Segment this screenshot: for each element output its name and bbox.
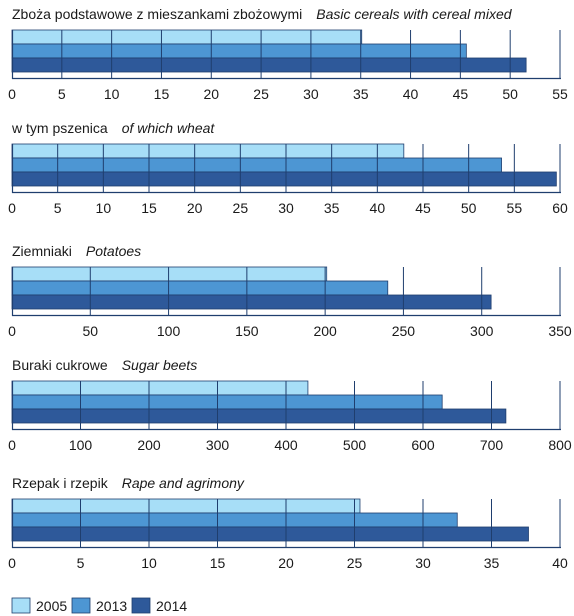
panel-subtitle: Basic cereals with cereal mixed bbox=[316, 6, 513, 22]
panel-title: Rzepak i rzepik bbox=[12, 475, 109, 491]
legend-swatch bbox=[71, 597, 91, 614]
tick-label: 800 bbox=[548, 437, 572, 453]
tick-label: 100 bbox=[157, 323, 181, 339]
legend: 2005 2013 2014 bbox=[11, 597, 187, 614]
tick-label: 200 bbox=[137, 437, 161, 453]
tick-label: 200 bbox=[313, 323, 337, 339]
tick-label: 100 bbox=[69, 437, 93, 453]
bar bbox=[11, 512, 458, 528]
tick-label: 55 bbox=[552, 86, 568, 102]
tick-label: 40 bbox=[370, 200, 386, 216]
bar bbox=[11, 498, 361, 514]
tick-label: 10 bbox=[96, 200, 112, 216]
tick-label: 45 bbox=[415, 200, 431, 216]
panel-title: Buraki cukrowe bbox=[12, 357, 108, 373]
legend-label: 2005 bbox=[36, 598, 67, 614]
tick-label: 5 bbox=[58, 86, 66, 102]
tick-label: 400 bbox=[274, 437, 298, 453]
tick-label: 500 bbox=[343, 437, 367, 453]
tick-label: 35 bbox=[324, 200, 340, 216]
bar bbox=[11, 29, 363, 45]
bar bbox=[11, 143, 405, 159]
tick-label: 0 bbox=[8, 437, 16, 453]
tick-label: 700 bbox=[480, 437, 504, 453]
bar bbox=[11, 380, 309, 396]
bar bbox=[11, 294, 492, 310]
tick-label: 30 bbox=[303, 86, 319, 102]
tick-label: 50 bbox=[461, 200, 477, 216]
bar bbox=[11, 43, 467, 59]
tick-label: 5 bbox=[54, 200, 62, 216]
bar bbox=[11, 57, 527, 73]
tick-label: 15 bbox=[154, 86, 170, 102]
tick-label: 5 bbox=[77, 555, 85, 571]
tick-label: 20 bbox=[203, 86, 219, 102]
bar bbox=[11, 171, 557, 187]
bar bbox=[11, 157, 502, 173]
tick-label: 15 bbox=[210, 555, 226, 571]
panel-title: Ziemniaki bbox=[12, 243, 72, 259]
tick-label: 20 bbox=[187, 200, 203, 216]
tick-label: 25 bbox=[253, 86, 269, 102]
tick-label: 250 bbox=[392, 323, 416, 339]
legend-swatch bbox=[131, 597, 151, 614]
tick-label: 20 bbox=[278, 555, 294, 571]
tick-label: 0 bbox=[8, 555, 16, 571]
chart-panel: w tym pszenica of which wheat 0 5 10 15 20 25 30… bbox=[8, 120, 568, 216]
tick-label: 600 bbox=[411, 437, 435, 453]
tick-label: 60 bbox=[552, 200, 568, 216]
tick-label: 35 bbox=[353, 86, 369, 102]
tick-label: 30 bbox=[278, 200, 294, 216]
tick-label: 350 bbox=[548, 323, 572, 339]
tick-label: 10 bbox=[141, 555, 157, 571]
tick-label: 0 bbox=[8, 86, 16, 102]
chart-panel: Rzepak i rzepik Rape and agrimony 0 5 10 15 20… bbox=[8, 475, 568, 571]
tick-label: 25 bbox=[347, 555, 363, 571]
tick-label: 40 bbox=[403, 86, 419, 102]
tick-label: 25 bbox=[233, 200, 249, 216]
tick-label: 50 bbox=[82, 323, 98, 339]
bar bbox=[11, 408, 507, 424]
tick-label: 45 bbox=[453, 86, 469, 102]
panel-subtitle: of which wheat bbox=[122, 120, 216, 136]
chart-panel: Zboża podstawowe z mieszankami zbożowymi… bbox=[8, 6, 568, 102]
tick-label: 55 bbox=[507, 200, 523, 216]
tick-label: 40 bbox=[552, 555, 568, 571]
tick-label: 15 bbox=[141, 200, 157, 216]
tick-label: 35 bbox=[484, 555, 500, 571]
tick-label: 0 bbox=[8, 323, 16, 339]
bar bbox=[11, 394, 443, 410]
panel-subtitle: Rape and agrimony bbox=[122, 475, 245, 491]
tick-label: 300 bbox=[470, 323, 494, 339]
tick-label: 10 bbox=[104, 86, 120, 102]
legend-label: 2013 bbox=[96, 598, 127, 614]
panel-title: w tym pszenica bbox=[11, 120, 108, 136]
panel-subtitle: Potatoes bbox=[86, 243, 141, 259]
legend-swatch bbox=[11, 597, 31, 614]
tick-label: 150 bbox=[235, 323, 259, 339]
bar bbox=[11, 526, 529, 542]
chart-panel: Buraki cukrowe Sugar beets 0 100 200 300 400 50… bbox=[8, 357, 572, 453]
panel-title: Zboża podstawowe z mieszankami zbożowymi bbox=[12, 6, 302, 22]
tick-label: 0 bbox=[8, 200, 16, 216]
tick-label: 30 bbox=[415, 555, 431, 571]
bar bbox=[11, 280, 389, 296]
bar bbox=[11, 266, 328, 282]
panel-subtitle: Sugar beets bbox=[122, 357, 198, 373]
legend-label: 2014 bbox=[156, 598, 187, 614]
chart-panel: Ziemniaki Potatoes 0 50 100 150 200 250 300 350 bbox=[8, 243, 572, 339]
tick-label: 300 bbox=[206, 437, 230, 453]
tick-label: 50 bbox=[502, 86, 518, 102]
